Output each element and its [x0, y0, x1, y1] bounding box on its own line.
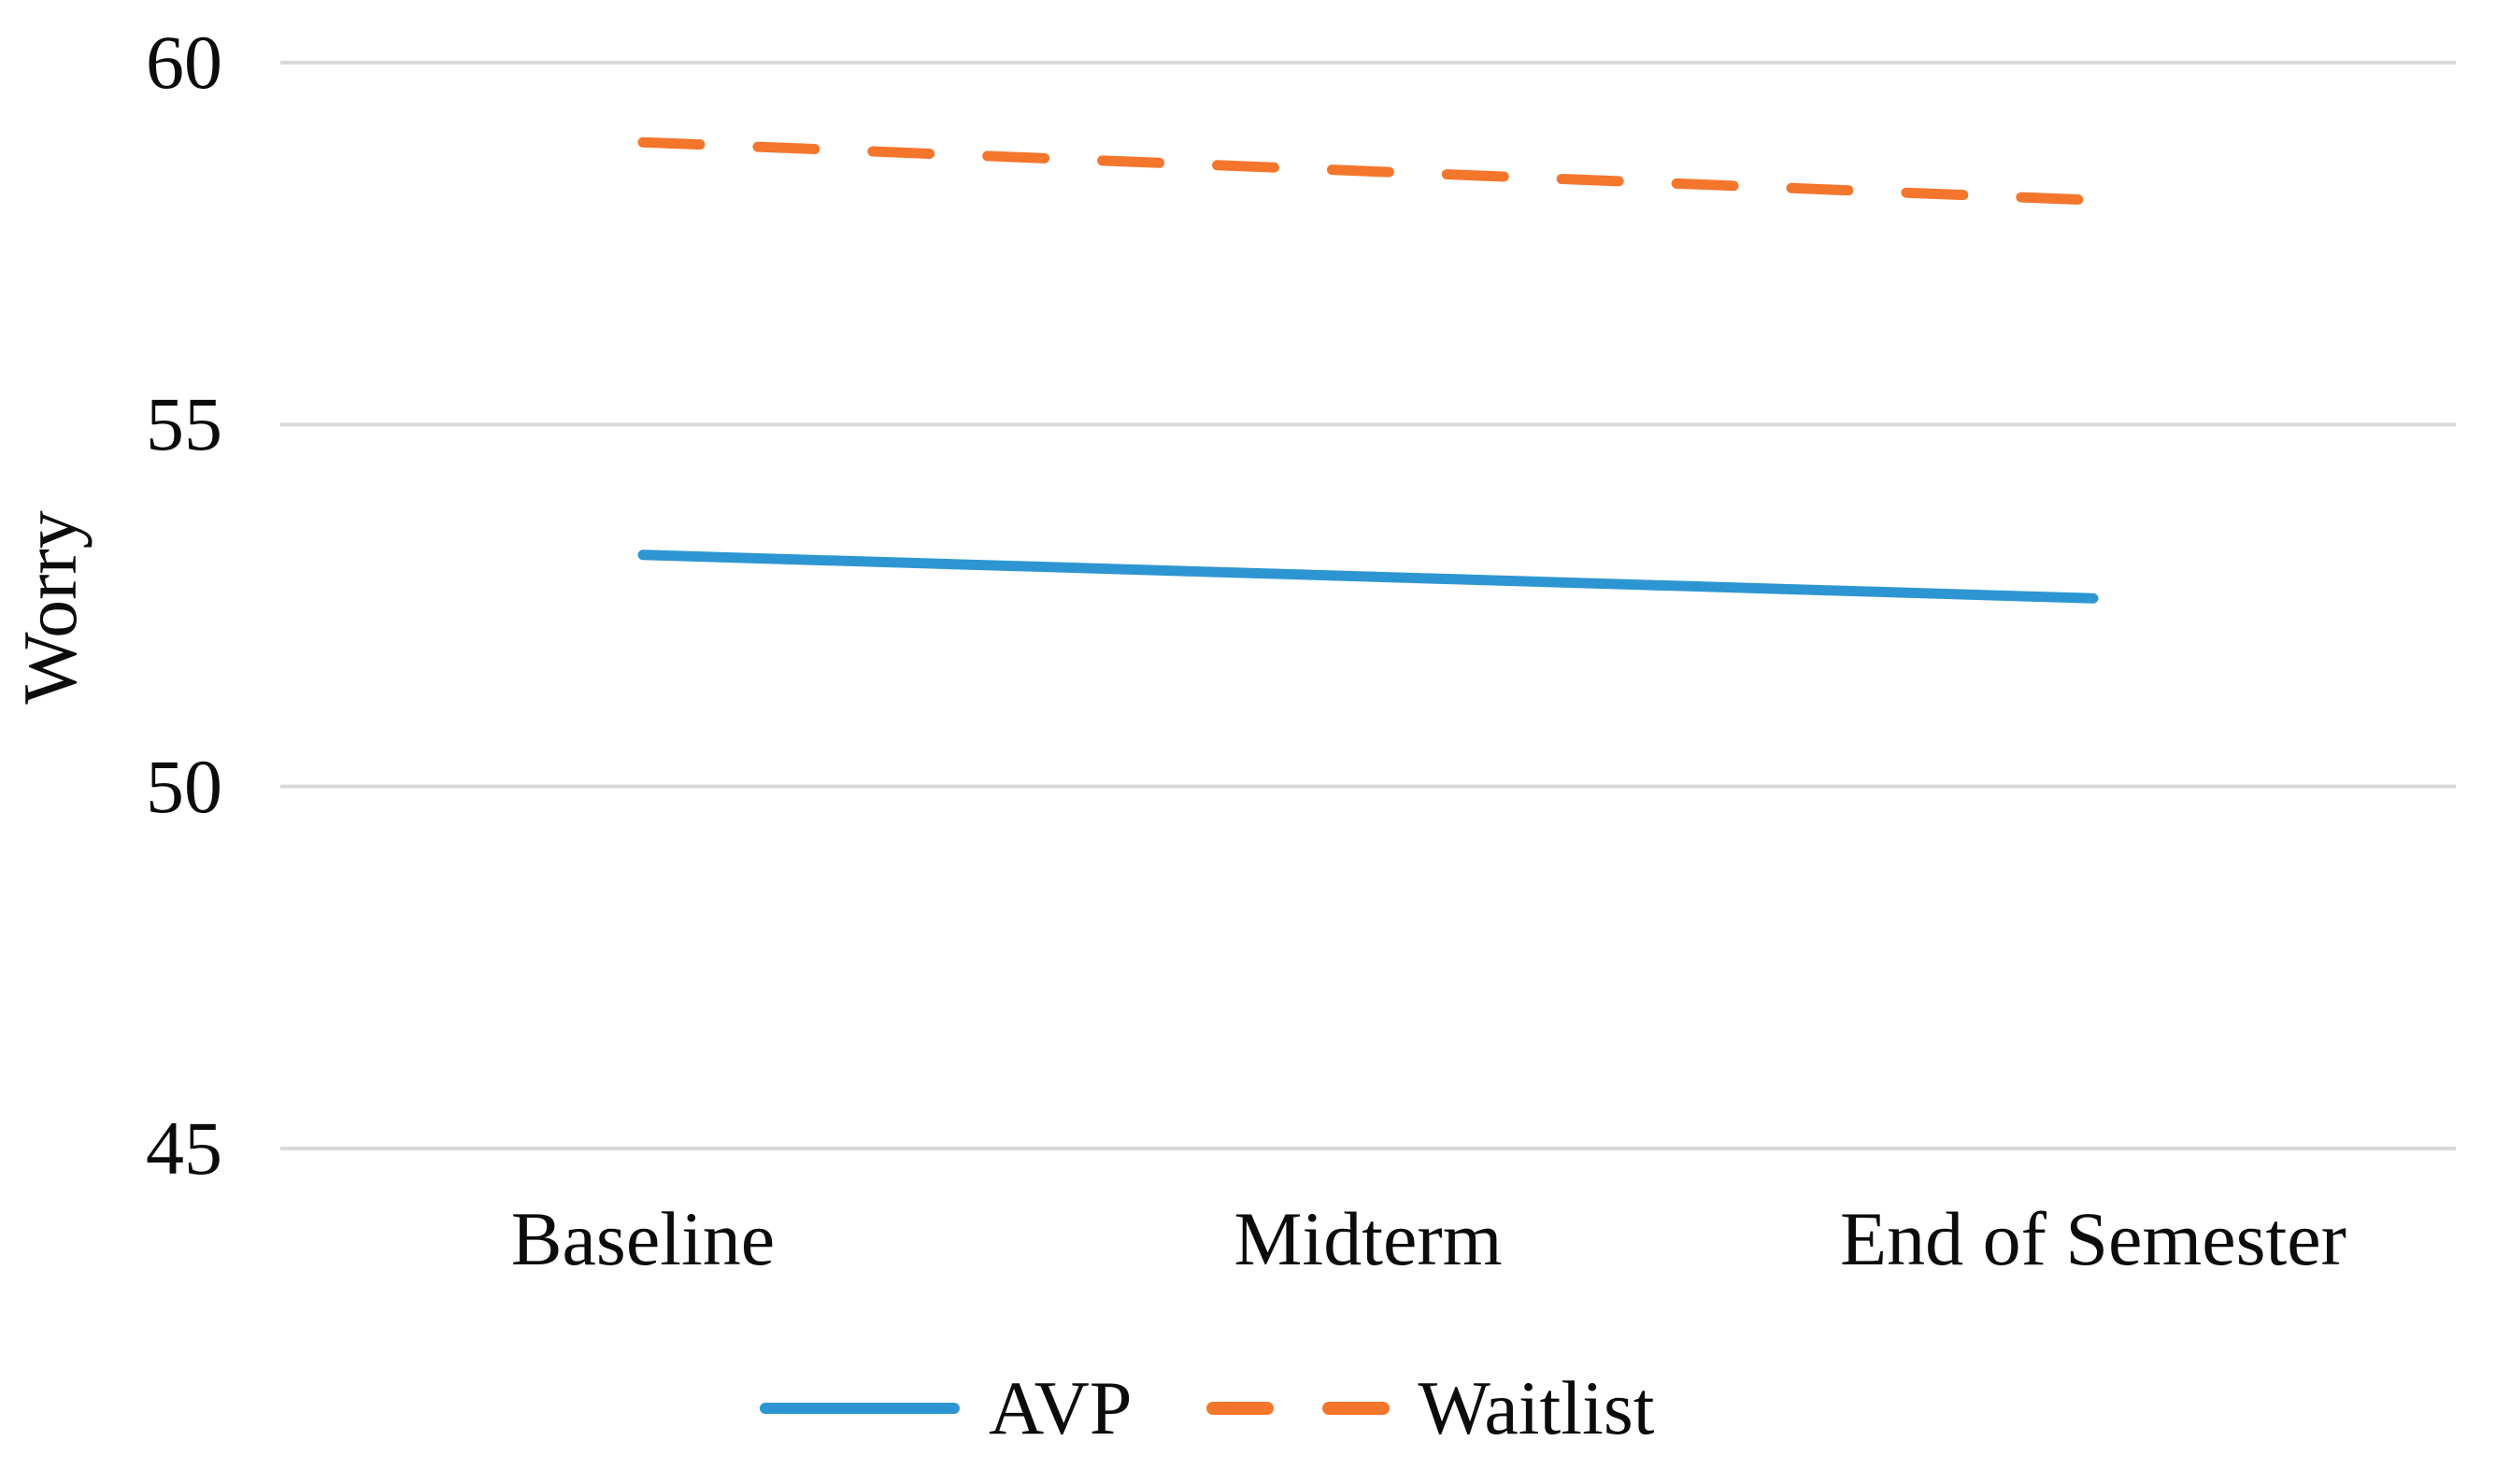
x-category-label-0: Baseline	[510, 1196, 776, 1281]
avp-solid-line-sample	[760, 1403, 960, 1414]
legend: AVP Waitlist	[759, 1357, 1655, 1460]
y-tick-label-55: 55	[146, 381, 222, 467]
legend-label-avp: AVP	[989, 1365, 1133, 1450]
series-line-avp	[637, 549, 2099, 604]
x-category-label-2: End of Semester	[1840, 1196, 2346, 1281]
waitlist-dashed-line-sample	[1206, 1402, 1390, 1415]
legend-item-waitlist: Waitlist	[1206, 1357, 1655, 1460]
y-tick-label-50: 50	[146, 743, 222, 829]
y-tick-label-60: 60	[146, 20, 222, 105]
legend-label-waitlist: Waitlist	[1418, 1365, 1655, 1450]
legend-item-avp: AVP	[759, 1357, 1132, 1460]
x-category-label-1: Midterm	[1234, 1196, 1503, 1281]
y-tick-label-45: 45	[146, 1106, 222, 1191]
series-line-waitlist	[637, 136, 2099, 206]
